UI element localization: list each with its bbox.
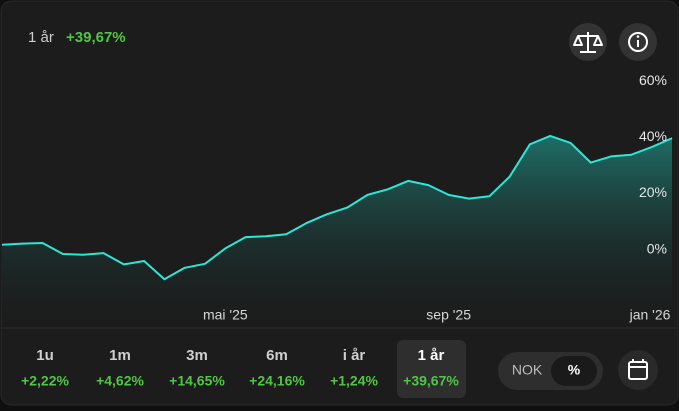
x-tick-label: mai '25 <box>203 307 248 323</box>
info-button[interactable] <box>619 23 657 61</box>
period-change: +14,65% <box>169 373 225 389</box>
period-button[interactable]: 1 år +39,67% <box>397 340 466 398</box>
active-period-bg <box>397 340 466 398</box>
toggle-option: % <box>568 362 581 378</box>
period-button[interactable]: 6m +24,16% <box>249 347 305 389</box>
currency-toggle[interactable]: NOK% <box>498 352 603 390</box>
area-fill <box>2 135 672 328</box>
period-label: i år <box>343 347 366 364</box>
compare-button[interactable] <box>569 23 607 61</box>
y-tick-label: 40% <box>639 128 667 144</box>
period-label: 1 år <box>418 347 445 364</box>
y-tick-label: 60% <box>639 72 667 88</box>
x-tick-label: sep '25 <box>426 307 471 323</box>
price-line <box>1 134 673 281</box>
period-button[interactable]: 1m +4,62% <box>96 347 144 389</box>
period-button[interactable]: 3m +14,65% <box>169 347 225 389</box>
period-label: 1m <box>109 347 131 364</box>
period-label: 3m <box>186 347 208 364</box>
calendar-button[interactable] <box>618 350 658 390</box>
period-change: +39,67% <box>403 373 459 389</box>
period-button[interactable]: i år +1,24% <box>330 347 378 389</box>
header-period: 1 år <box>28 29 54 46</box>
header-change: +39,67% <box>66 29 126 46</box>
y-tick-label: 20% <box>639 184 667 200</box>
period-change: +24,16% <box>249 373 305 389</box>
y-tick-label: 0% <box>647 240 667 256</box>
period-label: 6m <box>266 347 288 364</box>
period-change: +2,22% <box>21 373 69 389</box>
period-label: 1u <box>36 347 54 364</box>
toggle-option: NOK <box>512 362 543 378</box>
period-change: +1,24% <box>330 373 378 389</box>
period-button[interactable]: 1u +2,22% <box>21 347 69 389</box>
period-change: +4,62% <box>96 373 144 389</box>
x-tick-label: jan '26 <box>629 307 671 323</box>
toggle-knob <box>551 356 597 386</box>
